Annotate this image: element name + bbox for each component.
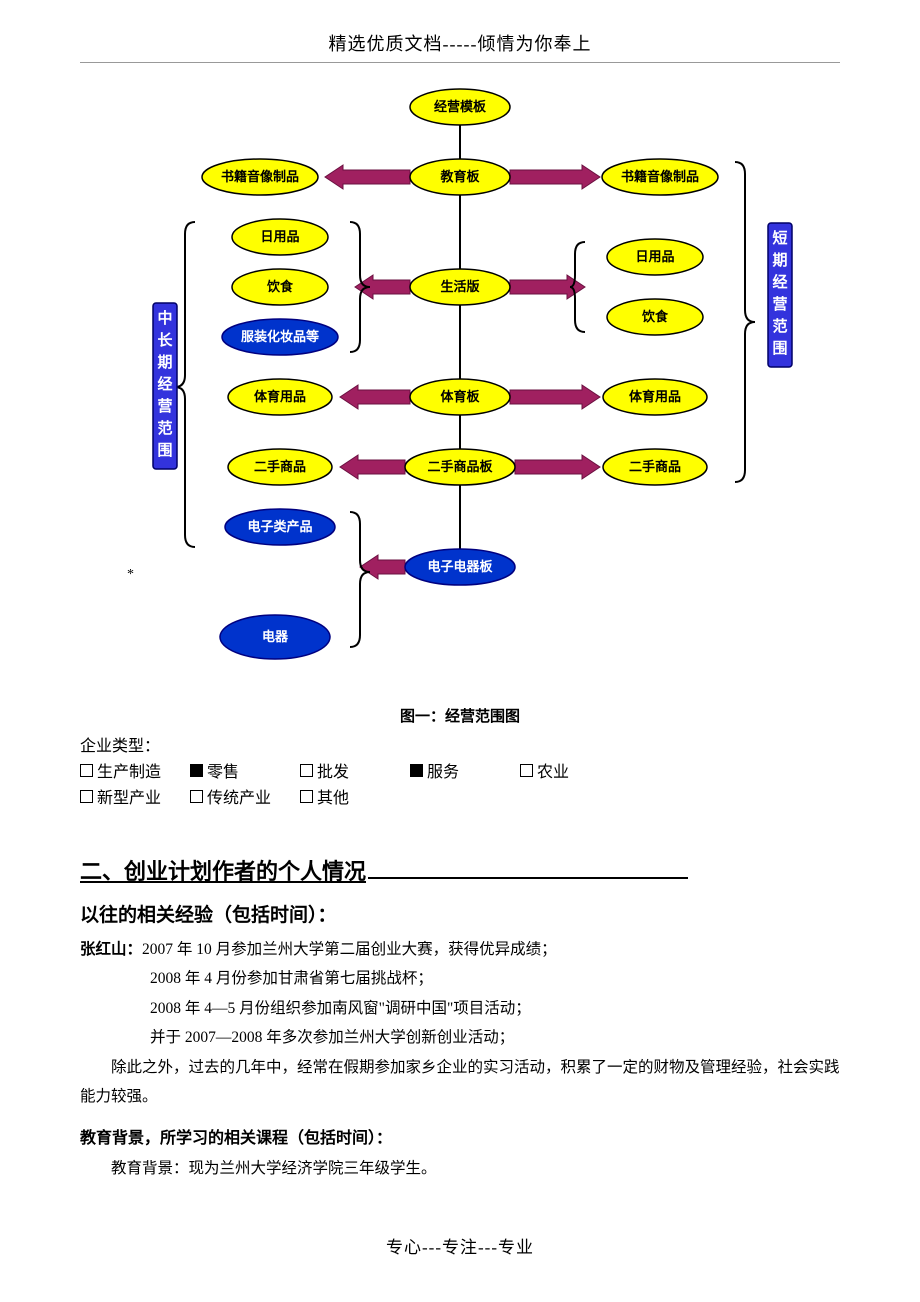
checkbox-label: 农业 <box>537 758 569 782</box>
checkbox-label: 生产制造 <box>97 758 161 782</box>
svg-text:书籍音像制品: 书籍音像制品 <box>621 169 699 184</box>
checkbox-icon <box>520 764 533 777</box>
checkbox-icon <box>410 764 423 777</box>
enterprise-type-option: 零售 <box>190 758 300 782</box>
exp-line-3: 并于 2007—2008 年多次参加兰州大学创新创业活动； <box>80 1023 840 1052</box>
checkbox-label: 零售 <box>207 758 239 782</box>
enterprise-type-option: 农业 <box>520 758 630 782</box>
page-footer: 专心---专注---专业 <box>80 1233 840 1258</box>
checkbox-icon <box>80 764 93 777</box>
svg-text:中: 中 <box>157 309 172 327</box>
enterprise-type-option: 其他 <box>300 784 410 808</box>
enterprise-type-option: 新型产业 <box>80 784 190 808</box>
svg-text:二手商品板: 二手商品板 <box>427 459 493 474</box>
checkbox-label: 服务 <box>427 758 459 782</box>
svg-text:服装化妆品等: 服装化妆品等 <box>241 329 319 344</box>
svg-text:体育板: 体育板 <box>440 389 480 404</box>
svg-text:范: 范 <box>157 419 172 437</box>
svg-text:长: 长 <box>157 331 173 349</box>
exp-line-1: 2008 年 4 月份参加甘肃省第七届挑战杯； <box>80 964 840 993</box>
business-scope-diagram: 经营模板教育板生活版体育板二手商品板电子电器板 书籍音像制品日用品饮食服装化妆品等… <box>115 77 805 697</box>
svg-text:饮食: 饮食 <box>266 279 294 294</box>
svg-text:日用品: 日用品 <box>635 249 674 264</box>
author-name: 张红山： <box>80 941 142 958</box>
svg-text:二手商品: 二手商品 <box>629 459 681 474</box>
page-header: 精选优质文档-----倾情为你奉上 <box>80 30 840 63</box>
svg-text:范: 范 <box>772 317 787 335</box>
svg-text:电子电器板: 电子电器板 <box>427 559 493 574</box>
svg-text:生活版: 生活版 <box>440 279 479 294</box>
exp-line-0: 2007 年 10 月参加兰州大学第二届创业大赛，获得优异成绩； <box>142 941 557 958</box>
checkbox-icon <box>190 764 203 777</box>
enterprise-type-row-2: 新型产业 传统产业 其他 <box>80 784 840 808</box>
enterprise-type-option: 服务 <box>410 758 520 782</box>
svg-text:电器: 电器 <box>262 629 289 644</box>
checkbox-icon <box>300 790 313 803</box>
checkbox-label: 批发 <box>317 758 349 782</box>
svg-text:体育用品: 体育用品 <box>254 389 306 404</box>
experience-heading: 以往的相关经验（包括时间）： <box>80 900 840 927</box>
svg-text:书籍音像制品: 书籍音像制品 <box>221 169 299 184</box>
exp-paragraph: 除此之外，过去的几年中，经常在假期参加家乡企业的实习活动，积累了一定的财物及管理… <box>80 1053 840 1112</box>
enterprise-type-option: 生产制造 <box>80 758 190 782</box>
checkbox-icon <box>300 764 313 777</box>
svg-text:围: 围 <box>772 340 787 357</box>
svg-text:短: 短 <box>772 229 787 247</box>
svg-text:饮食: 饮食 <box>641 309 669 324</box>
section-2-title-text: 二、创业计划作者的个人情况 <box>80 859 366 884</box>
svg-text:经营模板: 经营模板 <box>434 99 487 114</box>
section-2-underline <box>368 862 688 879</box>
enterprise-type-option: 批发 <box>300 758 410 782</box>
svg-text:营: 营 <box>157 398 172 415</box>
checkbox-icon <box>80 790 93 803</box>
svg-text:营: 营 <box>772 296 787 313</box>
experience-block: 张红山：2007 年 10 月参加兰州大学第二届创业大赛，获得优异成绩； <box>80 935 840 964</box>
checkbox-label: 新型产业 <box>97 784 161 808</box>
svg-text:体育用品: 体育用品 <box>629 389 681 404</box>
svg-text:教育板: 教育板 <box>439 169 480 184</box>
svg-text:经: 经 <box>772 273 787 291</box>
svg-text:经: 经 <box>157 375 172 393</box>
enterprise-type-label: 企业类型： <box>80 732 840 756</box>
svg-text:围: 围 <box>157 442 172 459</box>
education-heading: 教育背景，所学习的相关课程（包括时间）： <box>80 1124 840 1148</box>
checkbox-label: 其他 <box>317 784 349 808</box>
checkbox-icon <box>190 790 203 803</box>
checkbox-label: 传统产业 <box>207 784 271 808</box>
exp-line-2: 2008 年 4—5 月份组织参加南风窗"调研中国"项目活动； <box>80 994 840 1023</box>
enterprise-type-row-1: 生产制造 零售 批发 服务 农业 <box>80 758 840 782</box>
svg-text:电子类产品: 电子类产品 <box>247 519 312 534</box>
svg-text:期: 期 <box>772 251 787 269</box>
diagram-container: * 经营模板教育板生活版体育板二手商品板电子电器板书籍音像制品日用品饮食服装化妆… <box>115 77 805 697</box>
svg-text:期: 期 <box>157 353 172 371</box>
diagram-caption: 图一：经营范围图 <box>80 705 840 726</box>
svg-text:日用品: 日用品 <box>260 229 299 244</box>
education-line: 教育背景：现为兰州大学经济学院三年级学生。 <box>80 1154 840 1183</box>
svg-text:二手商品: 二手商品 <box>254 459 306 474</box>
enterprise-type-option: 传统产业 <box>190 784 300 808</box>
section-2-title: 二、创业计划作者的个人情况 <box>80 854 840 886</box>
